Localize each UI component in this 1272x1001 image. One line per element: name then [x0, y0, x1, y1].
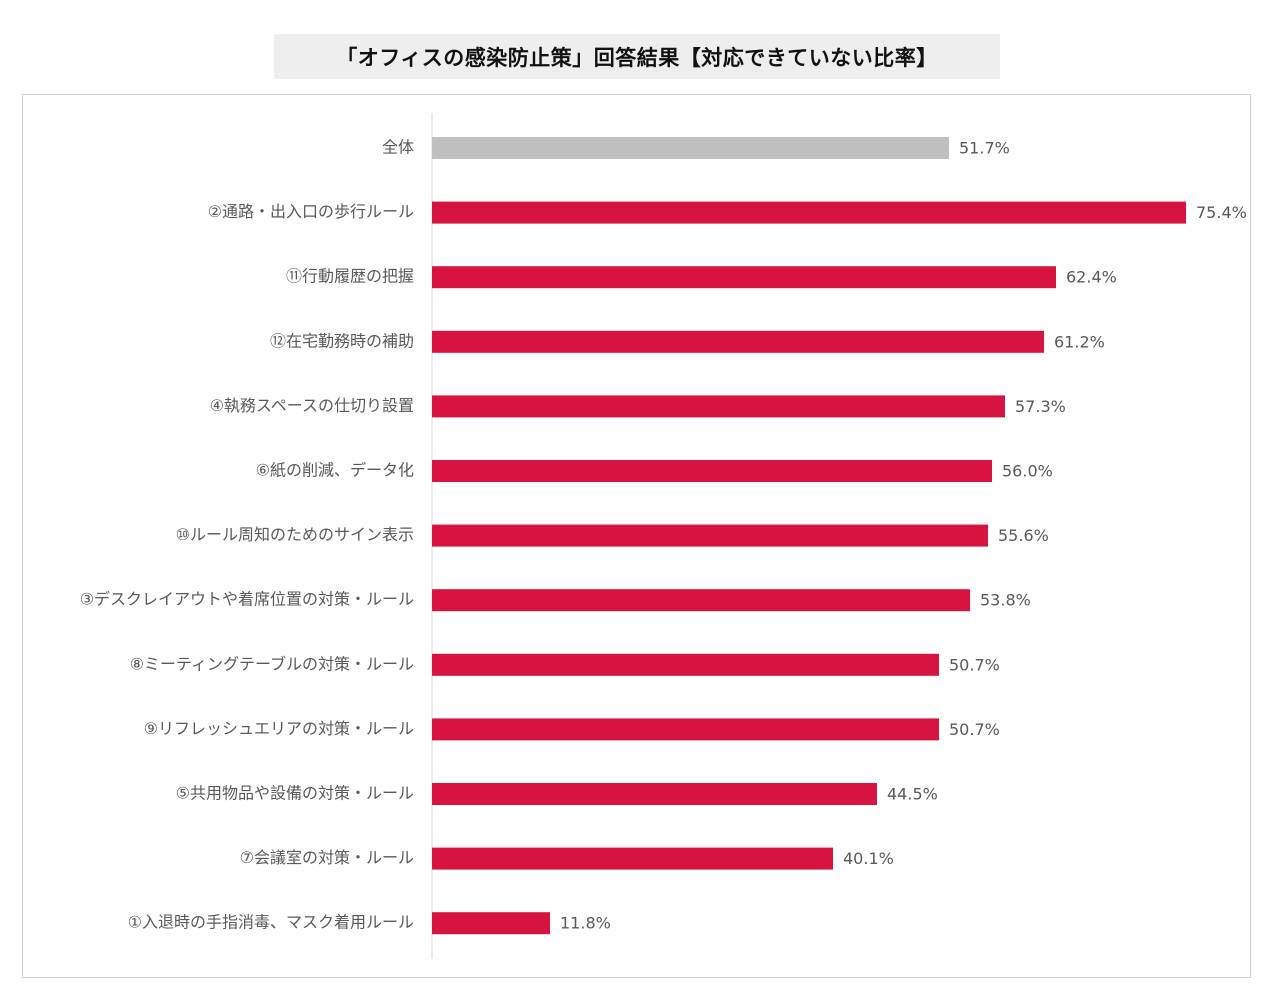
bar	[432, 395, 1005, 418]
bar	[432, 330, 1044, 353]
chart-title: 「オフィスの感染防止策」回答結果【対応できていない比率】	[336, 45, 938, 70]
bar	[432, 460, 992, 482]
category-label: ⑦会議室の対策・ルール	[240, 848, 414, 867]
data-label: 53.8%	[980, 591, 1031, 610]
bar	[432, 653, 939, 676]
category-label: ⑥紙の削減、データ化	[256, 461, 414, 480]
bar	[432, 783, 877, 805]
category-label: ⑤共用物品や設備の対策・ルール	[176, 784, 414, 803]
category-label: ⑧ミーティングテーブルの対策・ルール	[130, 654, 414, 673]
data-label: 62.4%	[1066, 268, 1117, 287]
data-label: 56.0%	[1002, 462, 1053, 481]
category-label: ⑩ルール周知のためのサイン表示	[176, 525, 414, 544]
data-label: 11.8%	[560, 914, 611, 933]
bar	[432, 718, 939, 741]
category-label: ②通路・出入口の歩行ルール	[208, 202, 414, 221]
category-label: ①入退時の手指消毒、マスク着用ルール	[128, 913, 414, 932]
bar	[432, 912, 550, 935]
chart-title-box: 「オフィスの感染防止策」回答結果【対応できていない比率】	[274, 34, 1000, 79]
data-label: 55.6%	[998, 526, 1049, 545]
category-label: ⑨リフレッシュエリアの対策・ルール	[144, 719, 414, 738]
bar-chart: 全体 51.7% ②通路・出入口の歩行ルール 75.4% ⑪行動履歴の把握 62.4% ⑫在…	[80, 113, 1247, 959]
bar-overall	[432, 137, 949, 159]
data-label: 50.7%	[949, 720, 1000, 739]
category-label: ④執務スペースの仕切り設置	[210, 396, 414, 415]
category-label: ③デスクレイアウトや着席位置の対策・ルール	[80, 590, 414, 609]
bar	[432, 589, 970, 612]
chart-area: 全体 51.7% ②通路・出入口の歩行ルール 75.4% ⑪行動履歴の把握 62.4% ⑫在…	[22, 94, 1251, 978]
data-label: 44.5%	[887, 785, 938, 804]
data-label: 57.3%	[1015, 397, 1066, 416]
data-label: 51.7%	[959, 139, 1010, 158]
bar	[432, 524, 988, 547]
data-label: 75.4%	[1196, 203, 1247, 222]
category-label: ⑫在宅勤務時の補助	[270, 331, 414, 350]
data-label: 40.1%	[843, 849, 894, 868]
data-label: 50.7%	[949, 655, 1000, 674]
bar	[432, 847, 833, 870]
category-label: ⑪行動履歴の把握	[286, 267, 414, 286]
bar	[432, 201, 1186, 224]
bar	[432, 266, 1056, 289]
data-label: 61.2%	[1054, 332, 1105, 351]
category-label: 全体	[382, 138, 414, 157]
